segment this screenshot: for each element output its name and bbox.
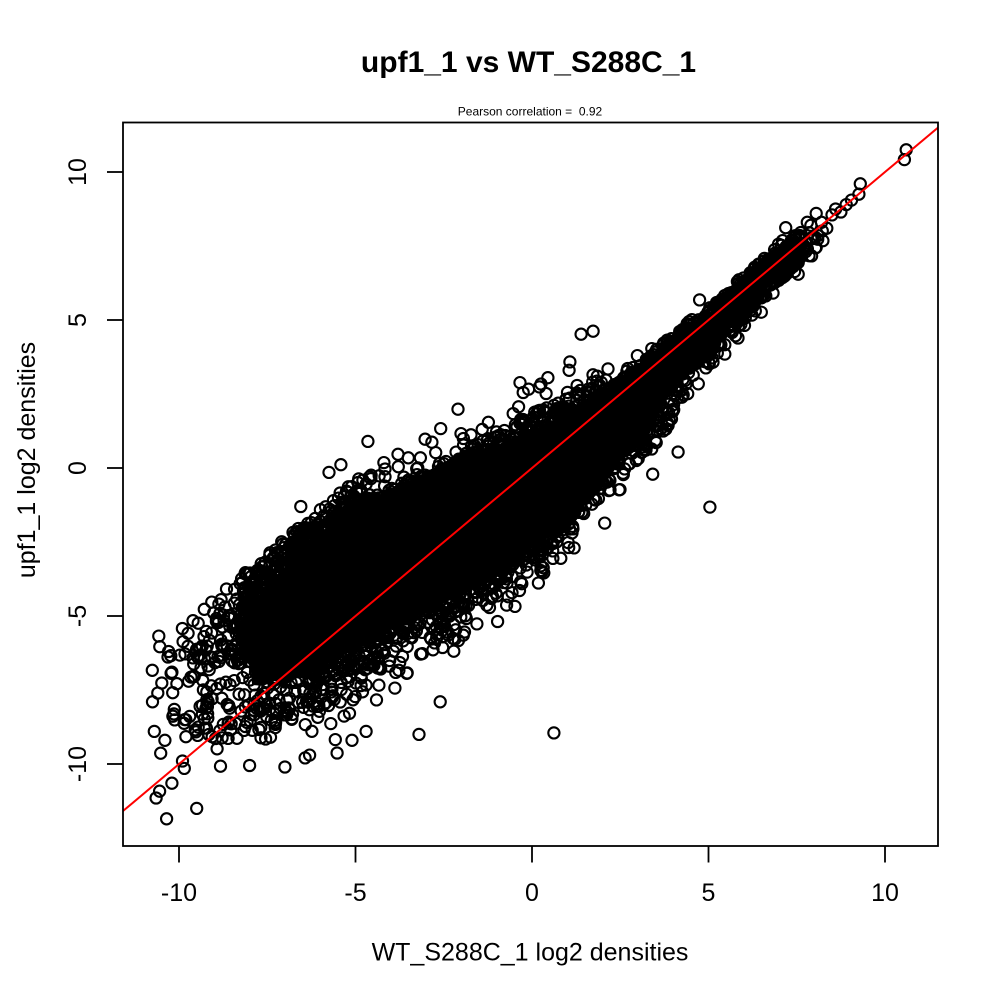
svg-text:Pearson correlation = 0.92: Pearson correlation = 0.92: [458, 105, 603, 119]
svg-text:upf1_1 vs WT_S288C_1: upf1_1 vs WT_S288C_1: [361, 46, 696, 79]
